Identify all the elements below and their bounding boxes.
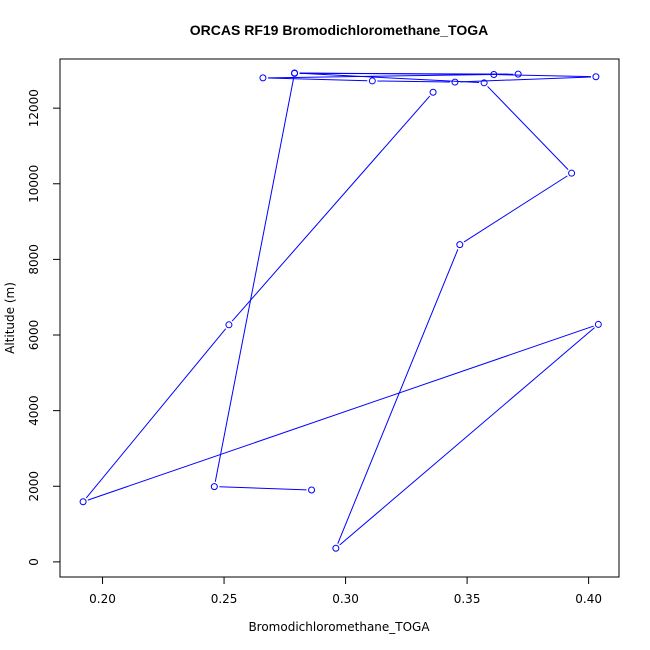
chart-title: ORCAS RF19 Bromodichloromethane_TOGA [190,22,488,38]
data-point [480,79,488,87]
x-tick-label: 0.20 [89,592,116,606]
y-tick-label: 2000 [27,471,41,502]
y-tick-label: 10000 [27,165,41,203]
x-tick-label: 0.40 [575,592,602,606]
series-segment [377,80,450,83]
series-segment [337,249,459,544]
series-segment [487,86,569,170]
y-axis-label: Altitude (m) [3,282,17,354]
series-segment [85,328,227,499]
data-point [368,77,376,85]
data-point [451,78,459,86]
series-segment [459,76,591,83]
data-point [225,321,233,329]
data-point [308,486,316,494]
x-tick-label: 0.25 [211,592,238,606]
x-axis: 0.20 0.25 0.30 0.35 0.40 [89,576,602,606]
series-segment [219,486,307,491]
series-segment [299,72,480,84]
y-axis: 0 2000 4000 6000 8000 10000 12000 [27,89,61,566]
y-tick-label: 0 [27,558,41,566]
plot-frame [59,58,620,578]
series-segment [463,175,568,243]
y-tick-label: 6000 [27,320,41,351]
y-tick-label: 12000 [27,89,41,127]
data-point [259,74,267,82]
series-segment [299,72,489,75]
series-segment [231,95,431,322]
x-axis-label: Bromodichloromethane_TOGA [248,620,430,634]
series-segment [498,74,591,78]
data-point [592,73,600,81]
x-tick-label: 0.30 [332,592,359,606]
data-point [594,320,602,328]
y-tick-label: 4000 [27,395,41,426]
data-point [291,69,299,77]
series-segment [339,327,595,546]
series-segment [87,325,594,501]
data-point [429,88,437,96]
series-segment [214,78,295,482]
data-point [79,498,87,506]
data-point [210,483,218,491]
series-layer [79,69,602,552]
data-point [456,241,464,249]
series-segment [267,77,368,82]
x-tick-label: 0.35 [454,592,481,606]
data-point [490,71,498,79]
data-point [514,70,522,78]
y-tick-label: 8000 [27,244,41,275]
data-point [568,169,576,177]
data-point [332,544,340,552]
